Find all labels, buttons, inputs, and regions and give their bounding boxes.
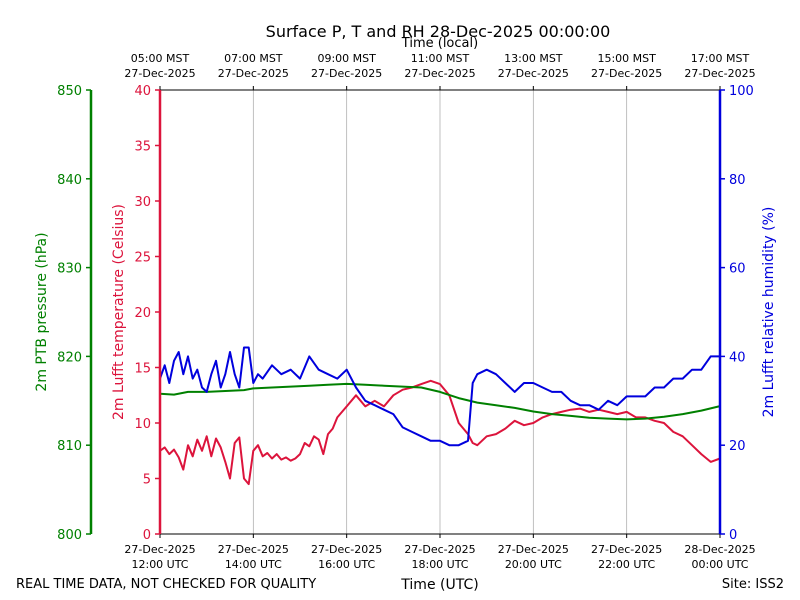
top-x-tick-time: 13:00 MST [504,52,563,65]
grid-lines [252,90,628,534]
humidity-tick-label: 40 [729,350,746,365]
temperature-tick-label: 5 [143,473,151,488]
top-x-tick-time: 11:00 MST [411,52,470,65]
humidity-series-line [159,346,720,447]
temperature-tick-label: 25 [134,251,151,266]
plot-frame [89,89,722,535]
x-tick-date: 27-Dec-2025 [218,543,289,556]
temperature-tick-label: 30 [134,195,151,210]
pressure-tick-label: 850 [57,84,82,99]
temperature-tick-label: 35 [134,140,151,155]
x-tick-time: 22:00 UTC [598,558,655,571]
x-tick-time: 20:00 UTC [505,558,562,571]
humidity-tick-label: 100 [729,84,754,99]
top-x-axis-label: Time (local) [401,36,478,51]
top-x-tick-date: 27-Dec-2025 [218,67,289,80]
x-tick-time: 18:00 UTC [411,558,468,571]
chart-title: Surface P, T and RH 28-Dec-2025 00:00:00 [266,22,611,41]
series-layer [159,346,721,486]
quality-warning: REAL TIME DATA, NOT CHECKED FOR QUALITY [16,577,316,592]
temperature-series-line [159,379,721,486]
pressure-axis-label: 2m PTB pressure (hPa) [34,232,50,391]
top-x-tick-time: 09:00 MST [317,52,376,65]
x-tick-time: 14:00 UTC [225,558,282,571]
temperature-tick-label: 20 [134,306,151,321]
pressure-tick-label: 820 [57,350,82,365]
top-x-tick-time: 07:00 MST [224,52,283,65]
humidity-tick-label: 20 [729,439,746,454]
temperature-axis-label: 2m Lufft temperature (Celsius) [111,204,127,420]
tick-layer: 27-Dec-2025 12:00 UTC 27-Dec-2025 14:00 UTC… [57,52,755,571]
top-x-tick-time: 05:00 MST [131,52,190,65]
top-x-tick-date: 27-Dec-2025 [498,67,569,80]
humidity-tick-label: 80 [729,173,746,188]
top-x-tick-time: 17:00 MST [691,52,750,65]
x-tick-time: 16:00 UTC [318,558,375,571]
x-tick-time: 12:00 UTC [131,558,188,571]
temperature-tick-label: 15 [134,362,151,377]
humidity-tick-label: 0 [729,528,737,543]
pressure-series-line [159,382,721,421]
top-x-tick-date: 27-Dec-2025 [124,67,195,80]
temperature-tick-label: 0 [143,528,151,543]
site-label: Site: ISS2 [722,577,784,592]
humidity-tick-label: 60 [729,262,746,277]
temperature-tick-label: 10 [134,417,151,432]
top-x-tick-date: 27-Dec-2025 [591,67,662,80]
pressure-tick-label: 810 [57,439,82,454]
x-tick-time: 00:00 UTC [691,558,748,571]
x-tick-date: 27-Dec-2025 [311,543,382,556]
pressure-tick-label: 830 [57,262,82,277]
top-x-tick-date: 27-Dec-2025 [684,67,755,80]
x-axis-label: Time (UTC) [400,577,478,593]
pressure-tick-label: 840 [57,173,82,188]
x-tick-date: 27-Dec-2025 [498,543,569,556]
humidity-axis-label: 2m Lufft relative humidity (%) [761,207,777,418]
pressure-tick-label: 800 [57,528,82,543]
x-tick-date: 27-Dec-2025 [591,543,662,556]
top-x-tick-date: 27-Dec-2025 [404,67,475,80]
top-x-tick-date: 27-Dec-2025 [311,67,382,80]
x-tick-date: 27-Dec-2025 [124,543,195,556]
x-tick-date: 27-Dec-2025 [404,543,475,556]
temperature-tick-label: 40 [134,84,151,99]
top-x-tick-time: 15:00 MST [597,52,656,65]
x-tick-date: 28-Dec-2025 [684,543,755,556]
